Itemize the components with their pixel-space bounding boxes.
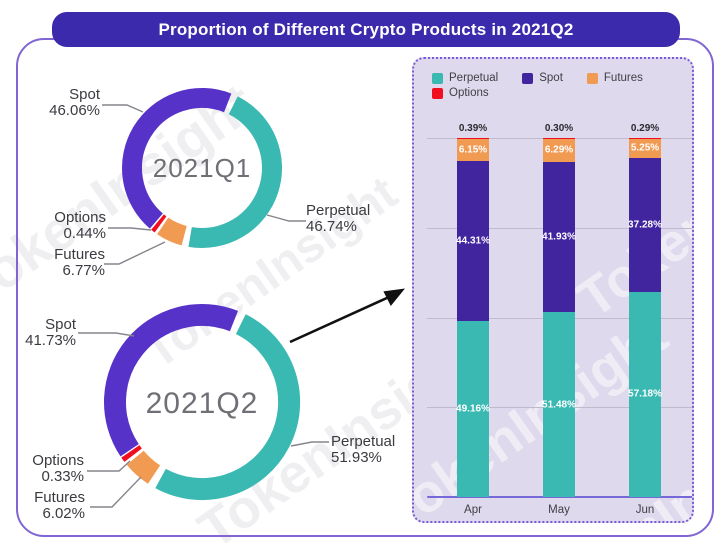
callout-q2-perpetual-name: Perpetual [331, 433, 396, 450]
bar-may: 51.48% 41.93% 6.29% [542, 137, 576, 497]
callout-q1-spot: Spot 46.06% [18, 87, 100, 119]
legend-item-perpetual: Perpetual [432, 72, 498, 84]
options-value-label-apr: 0.39% [458, 123, 488, 134]
legend-swatch-futures [586, 72, 598, 84]
page-title: Proportion of Different Crypto Products … [158, 19, 574, 39]
callout-q2-perpetual-value: 51.93% [331, 449, 382, 466]
title-bar: Proportion of Different Crypto Products … [52, 12, 680, 47]
donut-q1-segment-options [151, 214, 167, 233]
bar-jun: 57.18% 37.28% 5.25% [628, 137, 662, 497]
callout-q1-options: Options 0.44% [24, 210, 106, 242]
callout-q1-spot-name: Spot [69, 86, 100, 103]
bar-value-label: 37.28% [628, 219, 662, 231]
bar-apr: 49.16% 44.31% 6.15% [456, 137, 490, 497]
donut-q2-segment-options [121, 445, 142, 462]
bar-segment-may-futures: 6.29% [543, 139, 575, 162]
month-label-jun: Jun [635, 504, 655, 516]
legend-swatch-spot [522, 72, 534, 84]
donut-q1-segment-perpetual [188, 96, 282, 248]
legend: Perpetual Spot Futures Options [432, 72, 684, 99]
donut-chart-2021q1 [122, 88, 282, 248]
callout-q2-futures: Futures 6.02% [3, 490, 85, 522]
callout-q2-options-value: 0.33% [41, 468, 84, 485]
donut-q1-segment-spot [122, 88, 232, 229]
callout-q2-perpetual: Perpetual 51.93% [331, 434, 395, 466]
bar-value-label: 41.93% [542, 231, 576, 243]
callout-q2-spot-name: Spot [45, 316, 76, 333]
month-label-may: May [548, 504, 570, 516]
callout-q1-options-value: 0.44% [63, 225, 106, 242]
bar-segment-apr-spot: 44.31% [456, 161, 490, 321]
callout-q2-options-name: Options [32, 452, 84, 469]
bar-value-label: 6.15% [458, 144, 488, 156]
bar-segment-apr-perpetual: 49.16% [456, 320, 490, 497]
donut-q1-segment-futures [157, 217, 188, 246]
callout-q1-options-name: Options [54, 209, 106, 226]
bar-value-label: 6.29% [544, 144, 574, 156]
callout-q2-options: Options 0.33% [2, 453, 84, 485]
legend-item-options: Options [432, 87, 489, 99]
donut-q2-segment-perpetual [155, 314, 301, 501]
legend-label-spot: Spot [539, 72, 563, 84]
callout-q2-spot: Spot 41.73% [0, 317, 76, 349]
bar-segment-may-options [543, 137, 575, 140]
options-value-label-jun: 0.29% [630, 123, 660, 134]
callout-q1-futures: Futures 6.77% [23, 247, 105, 279]
callout-q2-futures-value: 6.02% [42, 505, 85, 522]
bar-value-label: 51.48% [542, 399, 576, 411]
bar-segment-apr-options [457, 137, 489, 140]
bar-segment-jun-futures: 5.25% [629, 139, 661, 158]
donut-2021q2-center-label: 2021Q2 [145, 387, 259, 420]
callout-q1-perpetual-name: Perpetual [306, 202, 371, 219]
legend-swatch-options [432, 87, 443, 99]
options-value-label-may: 0.30% [544, 123, 574, 134]
legend-label-futures: Futures [603, 72, 643, 84]
donut-q2-segment-futures [126, 450, 161, 484]
legend-swatch-perpetual [432, 72, 443, 84]
callout-q1-spot-value: 46.06% [49, 102, 100, 119]
bar-segment-may-spot: 41.93% [542, 161, 576, 313]
legend-item-spot: Spot [522, 72, 563, 84]
bar-value-label: 5.25% [630, 142, 660, 154]
bar-segment-jun-spot: 37.28% [628, 157, 662, 292]
monthly-breakdown-panel: TokenInsight TokenInsight TokenInsight P… [412, 57, 694, 523]
callout-q1-futures-value: 6.77% [62, 262, 105, 279]
bar-value-label: 57.18% [628, 388, 662, 400]
donut-chart-2021q2 [104, 304, 301, 501]
donut-q2-segment-spot [104, 304, 238, 457]
callout-q1-perpetual: Perpetual 46.74% [306, 203, 370, 235]
bar-segment-jun-options [629, 137, 661, 140]
stacked-bar-plot: 49.16% 44.31% 6.15% 0.39% Apr 51.48% 41.93% 6.2… [427, 123, 692, 516]
legend-item-futures: Futures [586, 72, 643, 84]
bar-segment-may-perpetual: 51.48% [542, 312, 576, 497]
donut-2021q1-center-label: 2021Q1 [152, 153, 252, 183]
legend-label-options: Options [449, 87, 489, 99]
callout-q1-futures-name: Futures [54, 246, 105, 263]
month-label-apr: Apr [464, 504, 482, 516]
bar-value-label: 44.31% [456, 235, 490, 247]
legend-label-perpetual: Perpetual [449, 72, 499, 84]
callout-q2-futures-name: Futures [34, 489, 85, 506]
bar-value-label: 49.16% [456, 403, 490, 415]
callout-q1-perpetual-value: 46.74% [306, 218, 357, 235]
bar-segment-apr-futures: 6.15% [457, 139, 489, 162]
bar-segment-jun-perpetual: 57.18% [628, 291, 662, 497]
x-axis-line [427, 496, 692, 498]
callout-q2-spot-value: 41.73% [25, 332, 76, 349]
